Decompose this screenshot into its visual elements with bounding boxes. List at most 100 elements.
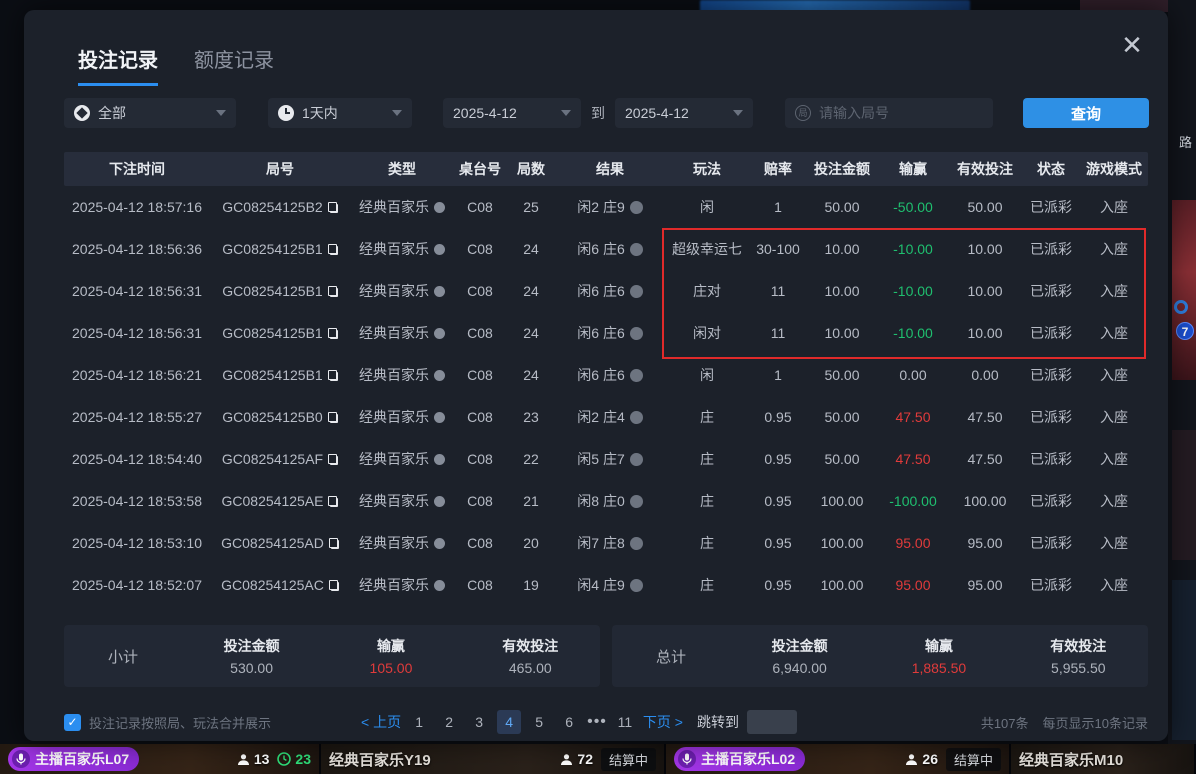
result-detail-icon[interactable] (629, 284, 643, 298)
pagination-ellipsis[interactable]: ••• (587, 713, 607, 730)
copy-icon[interactable] (327, 411, 338, 423)
mic-icon (12, 750, 30, 768)
pagination-prev[interactable]: < 上页 (361, 714, 402, 730)
copy-icon[interactable] (327, 327, 338, 339)
query-button[interactable]: 查询 (1023, 98, 1149, 128)
table-row[interactable]: 2025-04-12 18:56:36 GC08254125B1 经典百家乐 C… (64, 228, 1148, 270)
time-range-dropdown[interactable]: 1天内 (268, 98, 412, 128)
game-mode-cell: 入座 (1100, 409, 1128, 425)
pagination-page-1[interactable]: 1 (415, 714, 423, 730)
copy-icon[interactable] (328, 579, 339, 591)
round-cell: 25 (523, 199, 539, 215)
tab-betting-records[interactable]: 投注记录 (78, 44, 158, 86)
result-detail-icon[interactable] (629, 410, 643, 424)
table-row[interactable]: 2025-04-12 18:56:31 GC08254125B1 经典百家乐 C… (64, 312, 1148, 354)
round-cell: 22 (523, 451, 539, 467)
status-cell: 已派彩 (1030, 241, 1072, 257)
records-table: 下注时间 局号 类型 桌台号 局数 结果 玩法 赔率 投注金额 输赢 有效投注 状态 游戏模式 2025… (64, 152, 1148, 606)
background-video-fragment (1080, 0, 1196, 12)
background-thumbnail (1172, 200, 1196, 380)
tab-quota-records[interactable]: 额度记录 (194, 50, 274, 72)
pagination-page-6[interactable]: 6 (565, 714, 573, 730)
countdown-timer: 23 (277, 751, 311, 767)
live-table-tile[interactable]: 经典百家乐M10 (1011, 744, 1196, 774)
copy-icon[interactable] (328, 453, 339, 465)
copy-icon[interactable] (328, 495, 339, 507)
column-header: 局号 (266, 161, 294, 177)
result-detail-icon[interactable] (629, 368, 643, 382)
table-row[interactable]: 2025-04-12 18:53:10 GC08254125AD 经典百家乐 C… (64, 522, 1148, 564)
result-detail-icon[interactable] (629, 452, 643, 466)
game-mode-cell: 入座 (1100, 367, 1128, 383)
live-table-tile[interactable]: 主播百家乐L07 13 23 (0, 744, 321, 774)
date-to-picker[interactable]: 2025-4-12 (615, 98, 753, 128)
pagination-page-11[interactable]: 11 (617, 714, 633, 730)
total-count-label: 共107条 (980, 715, 1029, 731)
game-type-icon[interactable] (434, 243, 445, 255)
column-header: 输赢 (899, 161, 927, 177)
table-row[interactable]: 2025-04-12 18:53:58 GC08254125AE 经典百家乐 C… (64, 480, 1148, 522)
bet-time-cell: 2025-04-12 18:56:31 (72, 325, 202, 341)
copy-icon[interactable] (327, 201, 338, 213)
result-detail-icon[interactable] (629, 326, 643, 340)
result-detail-icon[interactable] (629, 200, 643, 214)
result-detail-icon[interactable] (629, 494, 643, 508)
table-row[interactable]: 2025-04-12 18:54:40 GC08254125AF 经典百家乐 C… (64, 438, 1148, 480)
live-table-tile[interactable]: 经典百家乐Y19 72 结算中 (321, 744, 666, 774)
result-detail-icon[interactable] (629, 536, 643, 550)
round-cell: 19 (523, 577, 539, 593)
status-cell: 已派彩 (1030, 367, 1072, 383)
game-type-icon[interactable] (434, 369, 445, 381)
table-no-cell: C08 (467, 535, 493, 551)
game-type-icon[interactable] (434, 201, 445, 213)
total-winloss-title: 输赢 (924, 638, 953, 654)
game-mode-cell: 入座 (1100, 451, 1128, 467)
result-detail-icon[interactable] (629, 242, 643, 256)
table-no-cell: C08 (467, 493, 493, 509)
table-no-cell: C08 (467, 451, 493, 467)
pagination-page-2[interactable]: 2 (445, 714, 453, 730)
odds-cell: 1 (774, 199, 782, 215)
pagination: < 上页 1 2 3 4 5 6 ••• 11 下页 > (361, 710, 683, 734)
game-type-icon[interactable] (434, 495, 445, 507)
game-mode-cell: 入座 (1100, 199, 1128, 215)
game-type-icon[interactable] (434, 411, 445, 423)
pagination-page-3[interactable]: 3 (475, 714, 483, 730)
copy-icon[interactable] (327, 285, 338, 297)
odds-cell: 0.95 (764, 451, 792, 467)
valid-bet-cell: 0.00 (971, 367, 999, 383)
odds-cell: 1 (774, 367, 782, 383)
game-type-icon[interactable] (434, 327, 445, 339)
copy-icon[interactable] (327, 369, 338, 381)
category-dropdown[interactable]: 全部 (64, 98, 236, 128)
date-from-picker[interactable]: 2025-4-12 (443, 98, 581, 128)
table-row[interactable]: 2025-04-12 18:56:31 GC08254125B1 经典百家乐 C… (64, 270, 1148, 312)
live-table-tile[interactable]: 主播百家乐L02 26 结算中 (666, 744, 1011, 774)
game-type-icon[interactable] (434, 537, 445, 549)
game-type-icon[interactable] (434, 453, 445, 465)
table-row[interactable]: 2025-04-12 18:57:16 GC08254125B2 经典百家乐 C… (64, 186, 1148, 228)
background-thumbnail (1172, 430, 1196, 560)
play-type-cell: 庄 (700, 409, 714, 425)
table-row[interactable]: 2025-04-12 18:52:07 GC08254125AC 经典百家乐 C… (64, 564, 1148, 606)
pagination-next[interactable]: 下页 > (642, 714, 683, 730)
play-type-cell: 闲 (700, 367, 714, 383)
game-type-icon[interactable] (434, 285, 445, 297)
merge-records-checkbox[interactable]: ✓ (64, 713, 81, 731)
table-row[interactable]: 2025-04-12 18:56:21 GC08254125B1 经典百家乐 C… (64, 354, 1148, 396)
table-row[interactable]: 2025-04-12 18:55:27 GC08254125B0 经典百家乐 C… (64, 396, 1148, 438)
copy-icon[interactable] (327, 243, 338, 255)
close-icon[interactable]: ✕ (1121, 30, 1143, 60)
bet-amount-cell: 50.00 (824, 199, 860, 215)
game-id-search-input[interactable]: 局 请输入局号 (785, 98, 993, 128)
pagination-page-5[interactable]: 5 (535, 714, 543, 730)
copy-icon[interactable] (328, 537, 339, 549)
jump-page-input[interactable] (746, 710, 797, 734)
game-type-icon[interactable] (434, 579, 445, 591)
pagination-page-4[interactable]: 4 (497, 710, 522, 734)
bet-amount-cell: 50.00 (824, 367, 860, 383)
game-mode-cell: 入座 (1100, 493, 1128, 509)
result-detail-icon[interactable] (629, 578, 643, 592)
odds-cell: 0.95 (764, 577, 792, 593)
status-cell: 已派彩 (1030, 409, 1072, 425)
